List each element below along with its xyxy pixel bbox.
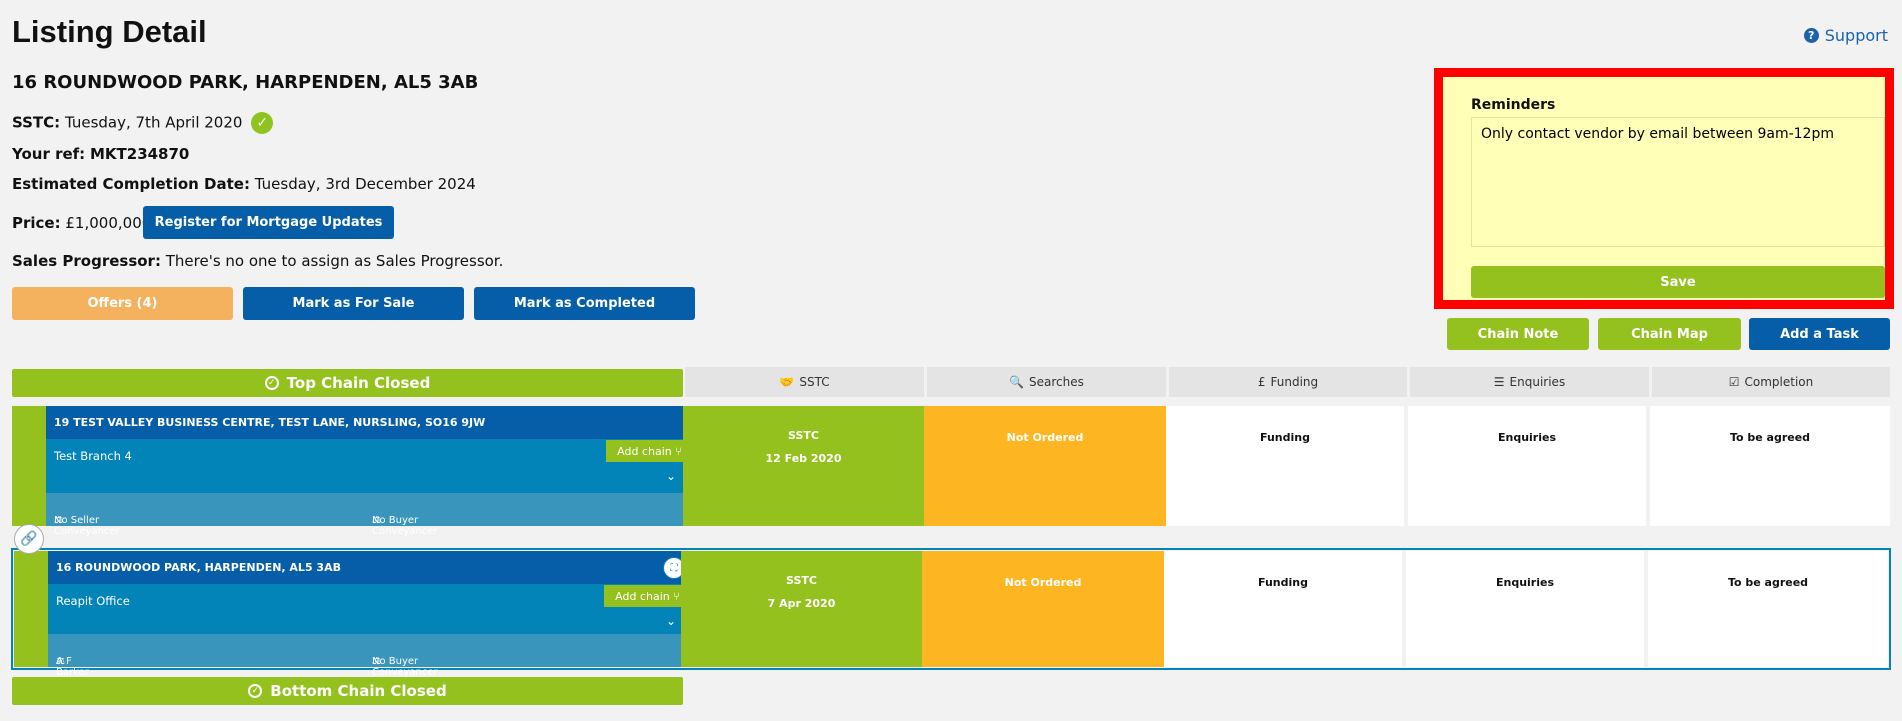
sstc-label: SSTC: bbox=[12, 113, 61, 132]
progressor-label: Sales Progressor: bbox=[12, 252, 161, 270]
ref-value: MKT234870 bbox=[89, 145, 190, 163]
column-searches: 🔍 Searches bbox=[927, 367, 1166, 397]
sstc-cell[interactable]: SSTC 12 Feb 2020 bbox=[683, 406, 924, 526]
ref-line: Your ref: MKT234870 bbox=[12, 145, 189, 163]
scales-icon: ⚖ bbox=[372, 656, 381, 667]
sstc-value: Tuesday, 7th April 2020 bbox=[64, 113, 243, 132]
bottom-chain-closed-label: Bottom Chain Closed bbox=[270, 682, 447, 700]
top-chain-closed-bar[interactable]: ✓ Top Chain Closed bbox=[12, 369, 683, 397]
question-icon: ? bbox=[1803, 28, 1819, 43]
property-panel: 19 TEST VALLEY BUSINESS CENTRE, TEST LAN… bbox=[46, 406, 693, 537]
link-icon[interactable]: 🔗 bbox=[14, 524, 44, 554]
completion-cell[interactable]: To be agreed bbox=[1650, 406, 1890, 526]
column-funding: £ Funding bbox=[1169, 367, 1407, 397]
ecd-line: Estimated Completion Date: Tuesday, 3rd … bbox=[12, 175, 476, 193]
support-link[interactable]: ? Support bbox=[1803, 26, 1888, 45]
scales-icon: ⚖ bbox=[54, 515, 63, 526]
offers-button[interactable]: Offers (4) bbox=[12, 287, 233, 320]
check-circle-icon: ✓ bbox=[264, 376, 279, 390]
listing-address: 16 ROUNDWOOD PARK, HARPENDEN, AL5 3AB bbox=[12, 72, 479, 93]
searches-cell[interactable]: Not Ordered bbox=[924, 406, 1166, 526]
branch-name: Test Branch 4 bbox=[54, 449, 132, 463]
top-chain-closed-label: Top Chain Closed bbox=[286, 374, 431, 392]
chain-row: 16 ROUNDWOOD PARK, HARPENDEN, AL5 3AB ⛶ … bbox=[11, 548, 1891, 700]
price-line: Price: £1,000,000 bbox=[12, 214, 151, 232]
ecd-label: Estimated Completion Date: bbox=[12, 175, 250, 193]
sstc-cell[interactable]: SSTC 7 Apr 2020 bbox=[681, 551, 922, 667]
column-enquiries: ☰ Enquiries bbox=[1410, 367, 1649, 397]
add-chain-button[interactable]: Add chain ⑂ bbox=[606, 440, 693, 462]
scales-icon: ⚖ bbox=[372, 515, 381, 526]
enquiries-cell[interactable]: Enquiries bbox=[1406, 551, 1646, 667]
ref-label: Your ref: bbox=[12, 145, 86, 163]
mark-completed-button[interactable]: Mark as Completed bbox=[474, 287, 695, 320]
ecd-value: Tuesday, 3rd December 2024 bbox=[254, 175, 476, 193]
mark-for-sale-button[interactable]: Mark as For Sale bbox=[243, 287, 464, 320]
chain-map-button[interactable]: Chain Map bbox=[1598, 318, 1741, 350]
chevron-down-icon[interactable]: ⌄ bbox=[666, 614, 677, 628]
conveyancer-bar: ⚖ No Seller Conveyancer ⚖ No Buyer Conve… bbox=[46, 493, 683, 537]
column-completion: ☑ Completion bbox=[1652, 367, 1890, 397]
chevron-down-icon[interactable]: ⌄ bbox=[666, 469, 677, 483]
chain-note-button[interactable]: Chain Note bbox=[1447, 318, 1589, 350]
column-sstc: 🤝 SSTC bbox=[685, 367, 924, 397]
fork-icon: ⑂ bbox=[673, 589, 680, 603]
property-address[interactable]: 19 TEST VALLEY BUSINESS CENTRE, TEST LAN… bbox=[46, 406, 683, 439]
checkbox-icon: ☑ bbox=[1728, 375, 1740, 389]
pound-icon: £ bbox=[1257, 375, 1266, 389]
conveyancer-bar: ⚖ A F Barker and Co ⚖ No Buyer Conveyanc… bbox=[48, 634, 681, 700]
reminders-save-button[interactable]: Save bbox=[1471, 266, 1885, 298]
list-icon: ☰ bbox=[1493, 375, 1505, 389]
chain-row: 19 TEST VALLEY BUSINESS CENTRE, TEST LAN… bbox=[12, 406, 1890, 537]
fork-icon: ⑂ bbox=[675, 444, 682, 458]
row-status-strip bbox=[12, 406, 46, 526]
check-circle-icon: ✓ bbox=[248, 684, 263, 698]
funding-cell[interactable]: Funding bbox=[1166, 406, 1406, 526]
property-panel: 16 ROUNDWOOD PARK, HARPENDEN, AL5 3AB ⛶ … bbox=[48, 551, 691, 700]
price-value: £1,000,000 bbox=[65, 214, 152, 232]
funding-cell[interactable]: Funding bbox=[1164, 551, 1404, 667]
completion-cell[interactable]: To be agreed bbox=[1648, 551, 1888, 667]
branch-name: Reapit Office bbox=[56, 594, 130, 608]
sstc-line: SSTC: Tuesday, 7th April 2020 ✓ bbox=[12, 112, 274, 134]
reminders-label: Reminders bbox=[1471, 97, 1556, 113]
progressor-value: There's no one to assign as Sales Progre… bbox=[165, 252, 504, 270]
searches-cell[interactable]: Not Ordered bbox=[922, 551, 1164, 667]
check-circle-icon: ✓ bbox=[251, 112, 274, 134]
scales-icon: ⚖ bbox=[56, 656, 65, 667]
property-address[interactable]: 16 ROUNDWOOD PARK, HARPENDEN, AL5 3AB bbox=[48, 551, 681, 584]
price-label: Price: bbox=[12, 214, 61, 232]
add-task-button[interactable]: Add a Task bbox=[1749, 318, 1890, 350]
add-chain-button[interactable]: Add chain ⑂ bbox=[604, 585, 691, 607]
page-title: Listing Detail bbox=[12, 14, 207, 49]
reminders-textarea[interactable]: Only contact vendor by email between 9am… bbox=[1471, 117, 1885, 247]
handshake-icon: 🤝 bbox=[779, 375, 795, 389]
search-icon: 🔍 bbox=[1009, 375, 1025, 389]
enquiries-cell[interactable]: Enquiries bbox=[1408, 406, 1648, 526]
row-status-strip bbox=[14, 551, 48, 667]
reminders-panel: Reminders Only contact vendor by email b… bbox=[1434, 68, 1894, 309]
progressor-line: Sales Progressor: There's no one to assi… bbox=[12, 252, 503, 270]
register-mortgage-button[interactable]: Register for Mortgage Updates bbox=[143, 206, 394, 239]
bottom-chain-closed-bar[interactable]: ✓ Bottom Chain Closed bbox=[12, 677, 683, 705]
support-label: Support bbox=[1824, 26, 1888, 45]
